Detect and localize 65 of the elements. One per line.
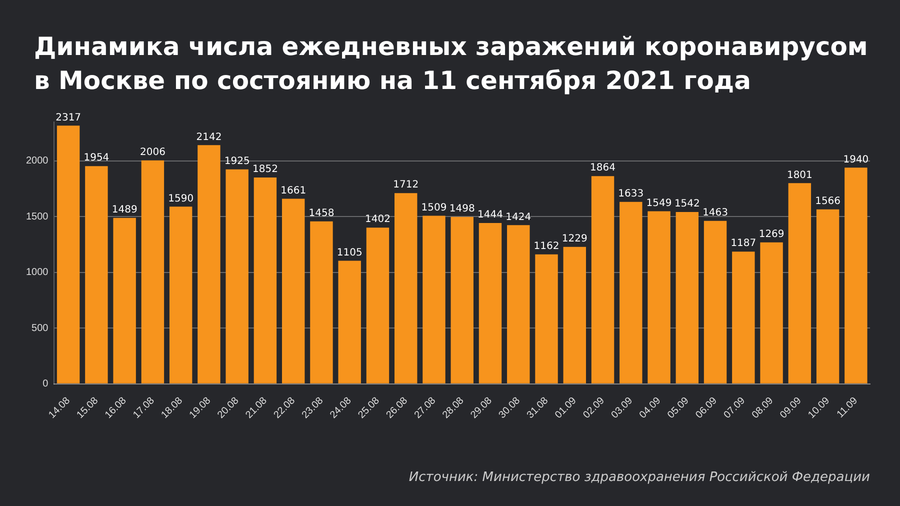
bar (507, 225, 530, 384)
bar (169, 206, 192, 384)
data-label: 1590 (168, 193, 194, 204)
data-label: 1661 (280, 185, 306, 196)
bar (282, 198, 305, 384)
y-tick-label: 1000 (26, 267, 49, 278)
bar (732, 252, 755, 384)
data-label: 1229 (562, 233, 588, 244)
data-label: 1489 (112, 204, 138, 216)
bar (620, 202, 642, 384)
bar (422, 216, 446, 384)
data-label: 1402 (365, 214, 390, 226)
bar (648, 211, 670, 384)
data-label: 1105 (336, 247, 362, 258)
data-label: 1633 (618, 188, 644, 200)
data-label: 2317 (56, 112, 82, 124)
bar (56, 126, 80, 384)
bar (816, 209, 840, 384)
bar (844, 168, 868, 384)
bar (676, 212, 699, 384)
data-label: 1566 (815, 196, 841, 207)
y-tick-label: 500 (32, 322, 49, 334)
bar (113, 218, 136, 384)
bar (338, 260, 361, 384)
data-label: 1444 (478, 210, 503, 221)
bar (141, 160, 164, 384)
data-label: 1458 (308, 208, 334, 219)
data-label: 1549 (646, 198, 672, 209)
bar (394, 193, 418, 384)
data-label: 1852 (252, 164, 278, 176)
bar (704, 220, 727, 384)
y-tick-label: 0 (42, 378, 49, 390)
bar (366, 228, 390, 384)
data-label: 1801 (786, 170, 812, 181)
data-label: 1712 (393, 180, 419, 191)
data-label: 1864 (590, 162, 616, 174)
bar (478, 222, 502, 384)
data-label: 1940 (843, 154, 869, 166)
data-label: 1925 (224, 156, 250, 167)
data-label: 1162 (534, 240, 560, 252)
bar (760, 242, 783, 384)
data-label: 1424 (506, 212, 532, 223)
bar (226, 169, 248, 384)
data-label: 1954 (84, 152, 110, 164)
data-label: 1269 (758, 229, 784, 240)
data-label: 2142 (196, 132, 222, 143)
bar (535, 254, 558, 384)
data-label: 1463 (702, 207, 728, 218)
chart-title: Динамика числа ежедневных заражений коронавирусом в Москве по состоянию на 11 сентября 2021 года (34, 31, 869, 97)
bar (198, 145, 220, 384)
bar (254, 177, 277, 384)
data-label: 1498 (449, 204, 475, 215)
bar (85, 166, 108, 384)
bar (310, 221, 333, 384)
bar (563, 246, 586, 384)
data-label: 1542 (674, 198, 700, 210)
text: Источник: Министерство здравоохранения Российской Федерации (408, 470, 870, 485)
bar (450, 216, 474, 384)
bar (788, 183, 812, 384)
y-tick-label: 2000 (26, 156, 49, 167)
data-label: 1187 (730, 238, 756, 250)
y-tick-label: 1500 (26, 211, 49, 222)
data-label: 1509 (421, 202, 447, 214)
data-label: 2006 (140, 146, 166, 158)
bar (591, 176, 614, 384)
